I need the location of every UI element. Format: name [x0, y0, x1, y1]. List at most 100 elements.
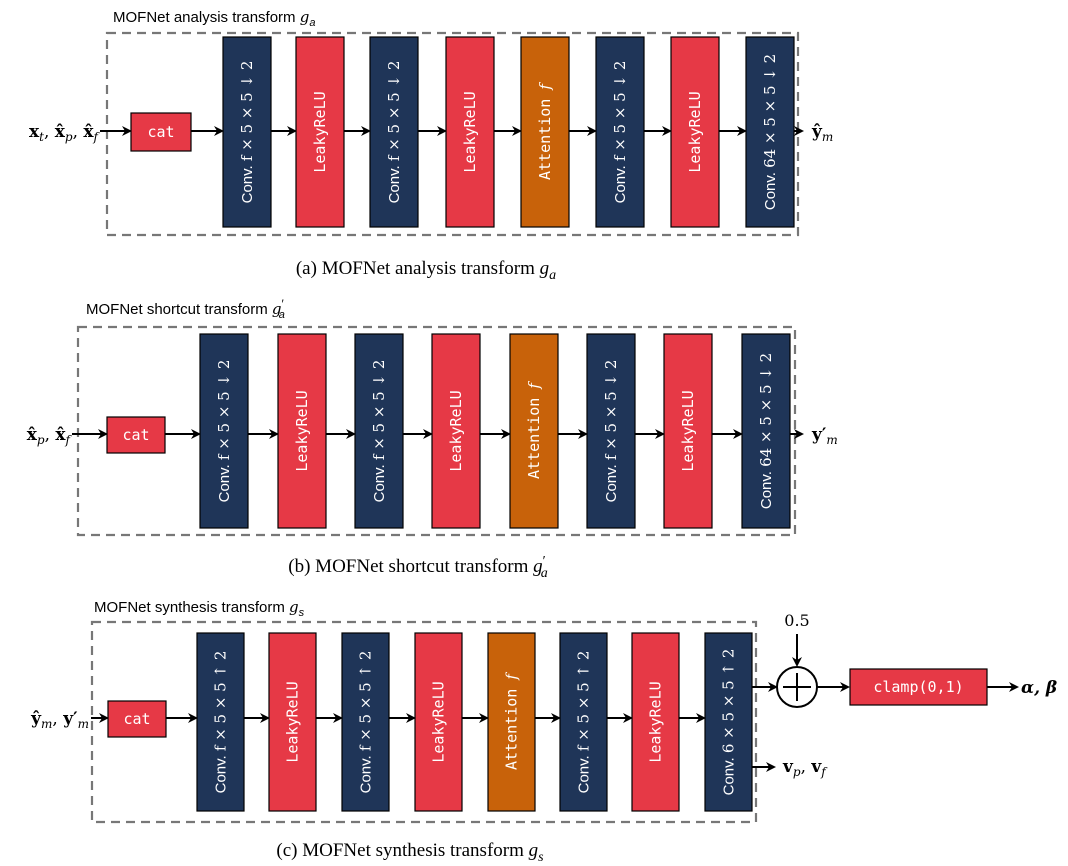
conv-block: Conv. f × 5 × 5 ↑ 2	[196, 632, 245, 812]
block-body	[704, 632, 753, 812]
block-label: Attention f	[503, 672, 521, 770]
panel-frame	[105, 31, 800, 237]
block-label: LeakyReLU	[447, 390, 465, 471]
conv-block: Conv. 6 × 5 × 5 ↑ 2	[704, 632, 753, 812]
panel-frame	[76, 325, 797, 537]
block-label: LeakyReLU	[311, 91, 329, 172]
leakyrelu-block: LeakyReLU	[670, 36, 720, 228]
conv-block: Conv. 64 × 5 × 5 ↓ 2	[745, 36, 795, 228]
attention-block: Attention f	[509, 333, 559, 529]
cat-label: cat	[123, 710, 150, 728]
output-label: vp, vf	[782, 757, 828, 779]
panel-analysis: MOFNet analysis transform ga xt, x̂p, x̂f…	[29, 8, 833, 283]
block-label: Conv. f × 5 × 5 ↓ 2	[370, 360, 388, 503]
block-body	[586, 333, 636, 529]
input-label: x̂p, x̂f	[27, 425, 73, 447]
block-body	[520, 36, 570, 228]
conv-block: Conv. f × 5 × 5 ↓ 2	[586, 333, 636, 529]
cat-label: cat	[122, 426, 149, 444]
panel-frame	[90, 620, 758, 824]
block-label: Conv. 64 × 5 × 5 ↓ 2	[761, 54, 779, 210]
block-body	[431, 333, 481, 529]
block-body	[487, 632, 536, 812]
block-label: LeakyReLU	[679, 390, 697, 471]
block-body	[341, 632, 390, 812]
block-label: Conv. f × 5 × 5 ↓ 2	[238, 61, 256, 204]
block-body	[663, 333, 713, 529]
block-body	[741, 333, 791, 529]
conv-block: Conv. f × 5 × 5 ↑ 2	[341, 632, 390, 812]
block-label: Conv. f × 5 × 5 ↓ 2	[611, 61, 629, 204]
offset-value: 0.5	[784, 611, 809, 630]
leakyrelu-block: LeakyReLU	[663, 333, 713, 529]
leakyrelu-block: LeakyReLU	[277, 333, 327, 529]
block-label: Conv. f × 5 × 5 ↑ 2	[357, 651, 375, 794]
input-label: xt, x̂p, x̂f	[29, 122, 101, 144]
output-label: y′m	[811, 425, 838, 447]
block-label: LeakyReLU	[293, 390, 311, 471]
block-body	[222, 36, 272, 228]
block-body	[199, 333, 249, 529]
block-body	[354, 333, 404, 529]
block-label: LeakyReLU	[647, 681, 665, 762]
block-label: Conv. 64 × 5 × 5 ↓ 2	[757, 353, 775, 509]
cat-block	[107, 700, 167, 738]
clamp-label: clamp(0,1)	[873, 678, 963, 696]
attention-block: Attention f	[520, 36, 570, 228]
block-body	[559, 632, 608, 812]
cat-block	[106, 416, 166, 454]
block-body	[369, 36, 419, 228]
panel-title: MOFNet analysis transform ga	[113, 8, 315, 29]
block-body	[670, 36, 720, 228]
block-label: Attention f	[536, 82, 554, 180]
cat-label: cat	[147, 123, 174, 141]
panel-title: MOFNet shortcut transform g′ a	[86, 297, 285, 321]
block-body	[745, 36, 795, 228]
block-label: Conv. f × 5 × 5 ↑ 2	[212, 651, 230, 794]
panel-synthesis: MOFNet synthesis transform gs ŷm, y′m cat C…	[30, 598, 1057, 865]
block-body	[509, 333, 559, 529]
block-label: Conv. f × 5 × 5 ↓ 2	[385, 61, 403, 204]
panel-title: MOFNet synthesis transform gs	[94, 598, 305, 619]
clamp-output-label: α, β	[1021, 678, 1057, 698]
block-label: Conv. f × 5 × 5 ↓ 2	[215, 360, 233, 503]
leakyrelu-block: LeakyReLU	[414, 632, 463, 812]
block-body	[295, 36, 345, 228]
conv-block: Conv. f × 5 × 5 ↑ 2	[559, 632, 608, 812]
block-label: LeakyReLU	[686, 91, 704, 172]
block-label: Attention f	[525, 381, 543, 479]
conv-block: Conv. 64 × 5 × 5 ↓ 2	[741, 333, 791, 529]
block-label: LeakyReLU	[430, 681, 448, 762]
block-body	[631, 632, 680, 812]
block-body	[414, 632, 463, 812]
leakyrelu-block: LeakyReLU	[431, 333, 481, 529]
conv-block: Conv. f × 5 × 5 ↓ 2	[595, 36, 645, 228]
block-body	[268, 632, 317, 812]
block-body	[445, 36, 495, 228]
block-label: Conv. f × 5 × 5 ↓ 2	[602, 360, 620, 503]
block-label: Conv. 6 × 5 × 5 ↑ 2	[720, 649, 738, 796]
leakyrelu-block: LeakyReLU	[268, 632, 317, 812]
block-body	[196, 632, 245, 812]
block-label: LeakyReLU	[284, 681, 302, 762]
block-body	[595, 36, 645, 228]
panel-caption: (b) MOFNet shortcut transform g′ a	[288, 554, 547, 581]
block-label: LeakyReLU	[461, 91, 479, 172]
leakyrelu-block: LeakyReLU	[631, 632, 680, 812]
panel-shortcut: MOFNet shortcut transform g′ a x̂p, x̂f cat…	[27, 297, 838, 581]
panel-caption: (c) MOFNet synthesis transform gs	[276, 840, 544, 865]
block-body	[277, 333, 327, 529]
conv-block: Conv. f × 5 × 5 ↓ 2	[199, 333, 249, 529]
clamp-block	[849, 668, 988, 706]
block-label: Conv. f × 5 × 5 ↑ 2	[575, 651, 593, 794]
panel-caption: (a) MOFNet analysis transform ga	[296, 258, 556, 283]
attention-block: Attention f	[487, 632, 536, 812]
leakyrelu-block: LeakyReLU	[445, 36, 495, 228]
conv-block: Conv. f × 5 × 5 ↓ 2	[222, 36, 272, 228]
output-label: ŷm	[811, 122, 833, 144]
leakyrelu-block: LeakyReLU	[295, 36, 345, 228]
conv-block: Conv. f × 5 × 5 ↓ 2	[369, 36, 419, 228]
conv-block: Conv. f × 5 × 5 ↓ 2	[354, 333, 404, 529]
input-label: ŷm, y′m	[30, 709, 89, 731]
